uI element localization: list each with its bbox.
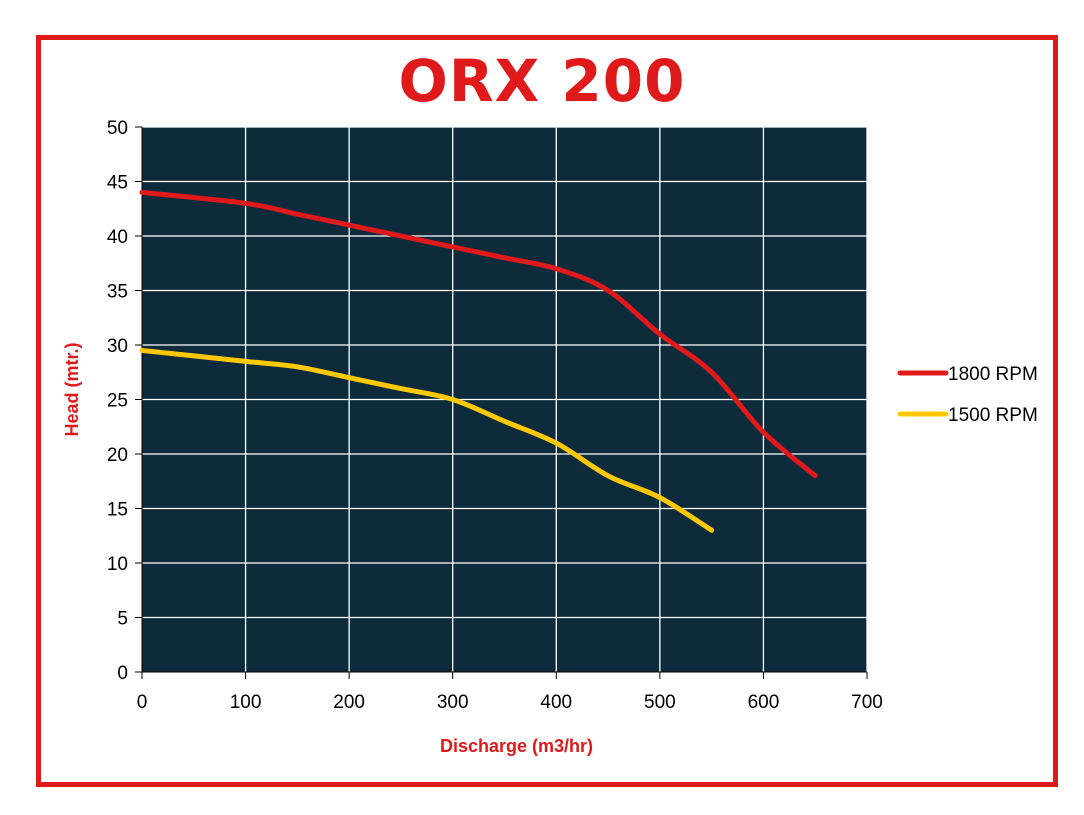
series-line-1800-rpm [139, 189, 818, 479]
chart-title: ORX 200 [398, 47, 686, 115]
series-lines [139, 189, 818, 533]
x-tick-label: 500 [644, 692, 676, 713]
y-tick-label: 40 [107, 227, 128, 248]
x-tick-label: 200 [333, 692, 365, 713]
x-tick-label: 700 [851, 692, 883, 713]
y-axis-title: Head (mtr.) [62, 342, 82, 436]
y-tick-label: 10 [107, 554, 128, 575]
gridlines [142, 126, 868, 672]
chart-frame [36, 35, 1058, 787]
axes [135, 126, 868, 679]
x-tick-label: 400 [540, 692, 572, 713]
y-tick-label: 15 [107, 500, 128, 521]
x-tick-label: 600 [748, 692, 780, 713]
y-tick-label: 45 [107, 173, 128, 194]
x-tick-label: 100 [230, 692, 262, 713]
y-tick-label: 50 [107, 118, 128, 139]
y-tick-label: 25 [107, 391, 128, 412]
legend: 1800 RPM 1500 RPM [897, 364, 1038, 426]
x-tick-label: 0 [137, 692, 148, 713]
y-tick-label: 30 [107, 336, 128, 357]
y-tick-label: 5 [117, 609, 128, 630]
y-tick-label: 0 [117, 663, 128, 684]
legend-label-1500-rpm: 1500 RPM [948, 405, 1038, 426]
x-tick-label: 300 [437, 692, 469, 713]
y-tick-label: 20 [107, 445, 128, 466]
y-tick-label: 35 [107, 282, 128, 303]
series-line-1500-rpm [139, 347, 715, 533]
x-axis-title: Discharge (m3/hr) [440, 736, 593, 756]
legend-label-1800-rpm: 1800 RPM [948, 364, 1038, 385]
